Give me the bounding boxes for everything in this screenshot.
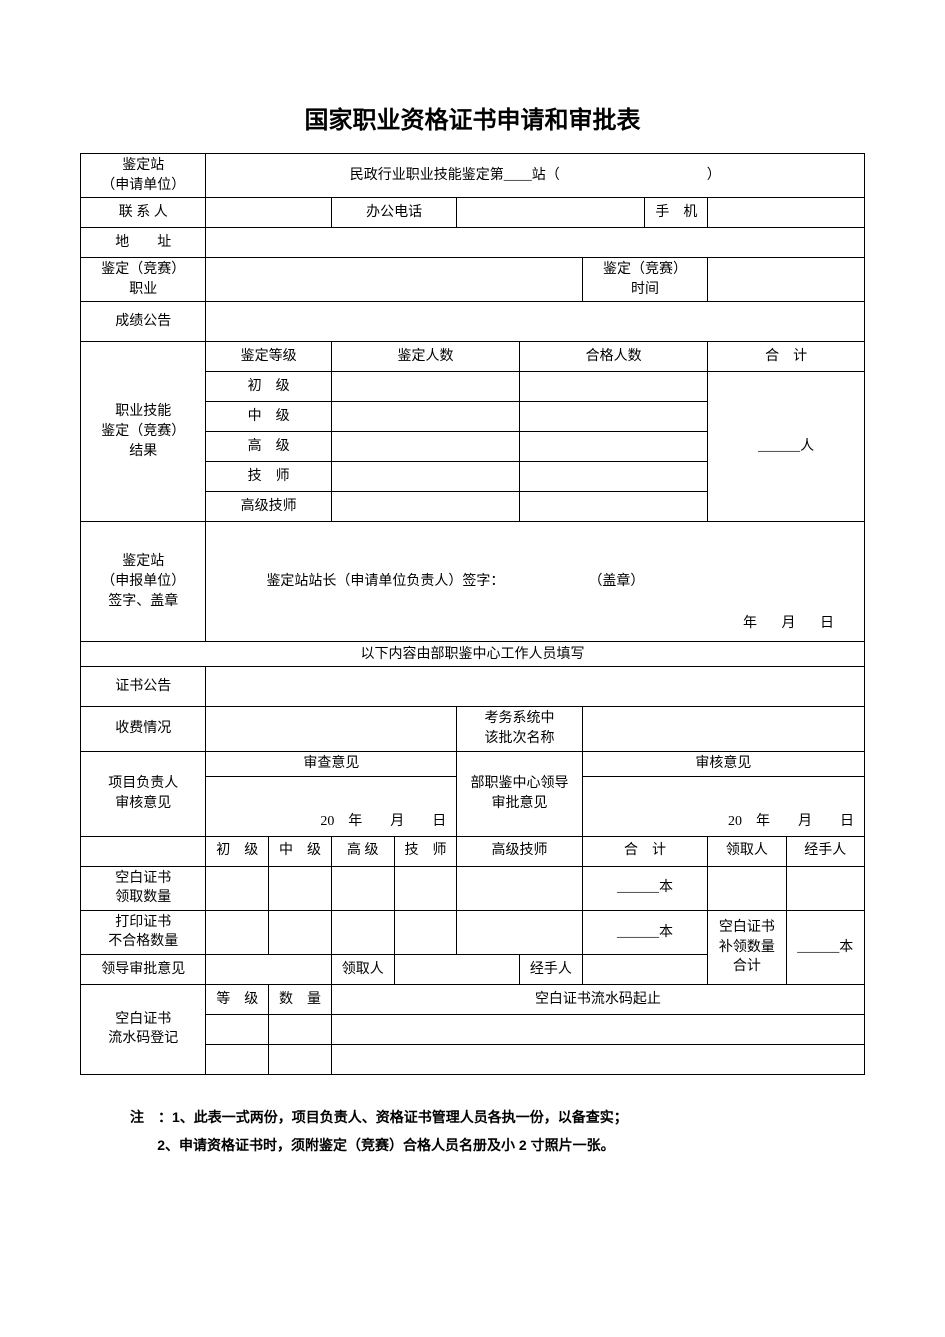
label-mobile: 手 机 [645, 198, 708, 228]
col-receiver: 领取人 [708, 836, 786, 866]
blank-handler [786, 866, 864, 910]
pass-senior-tech [520, 492, 708, 522]
level-senior-tech: 高级技师 [206, 492, 331, 522]
label-score-announce: 成绩公告 [81, 302, 206, 342]
count-mid [331, 402, 519, 432]
value-leader-approve [206, 954, 331, 984]
serial-level-1 [206, 1014, 269, 1044]
col-tech: 技 师 [394, 836, 457, 866]
value-batch-name [582, 707, 864, 751]
value-address [206, 228, 865, 258]
label-appraisal-time: 鉴定（竞赛）时间 [582, 258, 707, 302]
header-approve-opinion: 审核意见 [582, 751, 864, 776]
blank-senior-tech [457, 866, 582, 910]
sign-area: 鉴定站站长（申请单位负责人）签字： （盖章） 年 月 日 [206, 522, 865, 642]
col-senior: 高 级 [331, 836, 394, 866]
value-score-announce [206, 302, 865, 342]
serial-range-2 [331, 1044, 864, 1074]
value-mobile [708, 198, 865, 228]
label-occupation: 鉴定（竞赛）职业 [81, 258, 206, 302]
level-junior: 初 级 [206, 372, 331, 402]
header-pass: 合格人数 [520, 342, 708, 372]
label-address: 地 址 [81, 228, 206, 258]
label-handler-2: 经手人 [520, 954, 583, 984]
value-handler-2 [582, 954, 707, 984]
value-station: 民政行业职业技能鉴定第____站（ ） [206, 154, 865, 198]
supplement-value: ______本 [786, 910, 864, 984]
col-handler: 经手人 [786, 836, 864, 866]
form-table: 鉴定站（申请单位） 民政行业职业技能鉴定第____站（ ） 联 系 人 办公电话… [80, 153, 865, 1075]
label-dept-leader: 部职鉴中心领导审批意见 [457, 751, 582, 836]
header-count: 鉴定人数 [331, 342, 519, 372]
count-senior-tech [331, 492, 519, 522]
count-tech [331, 462, 519, 492]
blank-senior [331, 866, 394, 910]
value-appraisal-time [708, 258, 865, 302]
value-occupation [206, 258, 582, 302]
col-junior: 初 级 [206, 836, 269, 866]
header-total: 合 计 [708, 342, 865, 372]
label-serial-register: 空白证书流水码登记 [81, 984, 206, 1074]
fail-mid [269, 910, 332, 954]
section-divider: 以下内容由部职鉴中心工作人员填写 [81, 642, 865, 667]
col-serial-range: 空白证书流水码起止 [331, 984, 864, 1014]
label-fee: 收费情况 [81, 707, 206, 751]
col-level-label: 等 级 [206, 984, 269, 1014]
fail-junior [206, 910, 269, 954]
page-title: 国家职业资格证书申请和审批表 [80, 100, 865, 135]
pass-mid [520, 402, 708, 432]
value-contact [206, 198, 331, 228]
label-station: 鉴定站（申请单位） [81, 154, 206, 198]
value-fee [206, 707, 457, 751]
col-mid: 中 级 [269, 836, 332, 866]
cert-qty-spacer [81, 836, 206, 866]
label-print-fail-qty: 打印证书不合格数量 [81, 910, 206, 954]
blank-total: ______本 [582, 866, 707, 910]
blank-tech [394, 866, 457, 910]
fail-senior-tech [457, 910, 582, 954]
pass-junior [520, 372, 708, 402]
serial-level-2 [206, 1044, 269, 1074]
col-total: 合 计 [582, 836, 707, 866]
label-leader-approve: 领导审批意见 [81, 954, 206, 984]
label-contact: 联 系 人 [81, 198, 206, 228]
pass-senior [520, 432, 708, 462]
blank-junior [206, 866, 269, 910]
level-mid: 中 级 [206, 402, 331, 432]
label-office-phone: 办公电话 [331, 198, 456, 228]
fail-total: ______本 [582, 910, 707, 954]
label-result: 职业技能鉴定（竞赛）结果 [81, 342, 206, 522]
label-batch-name: 考务系统中该批次名称 [457, 707, 582, 751]
col-qty-label: 数 量 [269, 984, 332, 1014]
count-junior [331, 372, 519, 402]
count-senior [331, 432, 519, 462]
label-blank-cert-qty: 空白证书领取数量 [81, 866, 206, 910]
blank-receiver [708, 866, 786, 910]
review-opinion-body: 20 年 月 日 [206, 776, 457, 836]
notes: 注 ：1、此表一式两份，项目负责人、资格证书管理人员各执一份，以备查实； 2、申… [80, 1103, 865, 1159]
serial-qty-2 [269, 1044, 332, 1074]
fail-senior [331, 910, 394, 954]
label-supplement: 空白证书补领数量合计 [708, 910, 786, 984]
serial-qty-1 [269, 1014, 332, 1044]
label-sign: 鉴定站（申报单位）签字、盖章 [81, 522, 206, 642]
value-office-phone [457, 198, 645, 228]
blank-mid [269, 866, 332, 910]
level-tech: 技 师 [206, 462, 331, 492]
pass-tech [520, 462, 708, 492]
col-senior-tech: 高级技师 [457, 836, 582, 866]
header-level: 鉴定等级 [206, 342, 331, 372]
approve-opinion-body: 20 年 月 日 [582, 776, 864, 836]
header-review-opinion: 审查意见 [206, 751, 457, 776]
label-project-leader: 项目负责人审核意见 [81, 751, 206, 836]
label-cert-announce: 证书公告 [81, 667, 206, 707]
value-cert-announce [206, 667, 865, 707]
label-receiver-2: 领取人 [331, 954, 394, 984]
total-value: ______人 [708, 372, 865, 522]
fail-tech [394, 910, 457, 954]
level-senior: 高 级 [206, 432, 331, 462]
serial-range-1 [331, 1014, 864, 1044]
value-receiver-2 [394, 954, 519, 984]
